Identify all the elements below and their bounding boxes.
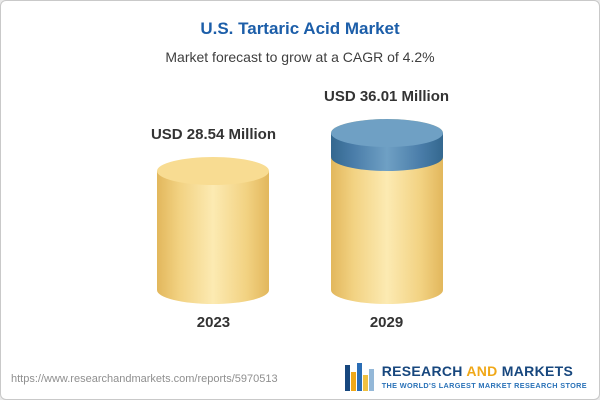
growth-segment-top-ellipse — [330, 119, 443, 147]
chart-header: U.S. Tartaric Acid Market Market forecas… — [1, 19, 599, 65]
brand-word-research: RESEARCH — [381, 362, 463, 379]
brand-tagline: THE WORLD'S LARGEST MARKET RESEARCH STOR… — [381, 381, 587, 391]
cylinder-2029 — [330, 119, 443, 304]
brand-name: RESEARCH AND MARKETS — [381, 362, 587, 379]
source-url: https://www.researchandmarkets.com/repor… — [11, 373, 278, 385]
footer: https://www.researchandmarkets.com/repor… — [1, 351, 599, 399]
cylinder-2029-growth-segment — [330, 119, 443, 171]
value-label-2029: USD 36.01 Million — [324, 88, 450, 105]
brand-word-and: AND — [466, 362, 498, 379]
bar-group-2023: USD 28.54 Million 2023 — [151, 126, 276, 331]
value-label-2023: USD 28.54 Million — [150, 126, 276, 143]
year-label-2029: 2029 — [369, 314, 404, 331]
chart-plot-area: USD 28.54 Million 2023 USD 36.01 Million… — [1, 88, 599, 331]
brand-word-markets: MARKETS — [501, 362, 574, 379]
chart-title: U.S. Tartaric Acid Market — [200, 19, 400, 38]
year-label-2023: 2023 — [196, 314, 231, 331]
brand-logo: RESEARCH AND MARKETS THE WORLD'S LARGEST… — [344, 362, 587, 391]
brand-logo-icon — [344, 363, 374, 391]
brand-text: RESEARCH AND MARKETS THE WORLD'S LARGEST… — [381, 362, 587, 391]
chart-subtitle: Market forecast to grow at a CAGR of 4.2… — [165, 49, 435, 65]
cylinder-2023-body — [157, 171, 270, 304]
bar-group-2029: USD 36.01 Million 2029 — [324, 88, 449, 331]
cylinder-2023 — [157, 157, 270, 304]
cylinder-2023-top-ellipse — [157, 157, 270, 185]
